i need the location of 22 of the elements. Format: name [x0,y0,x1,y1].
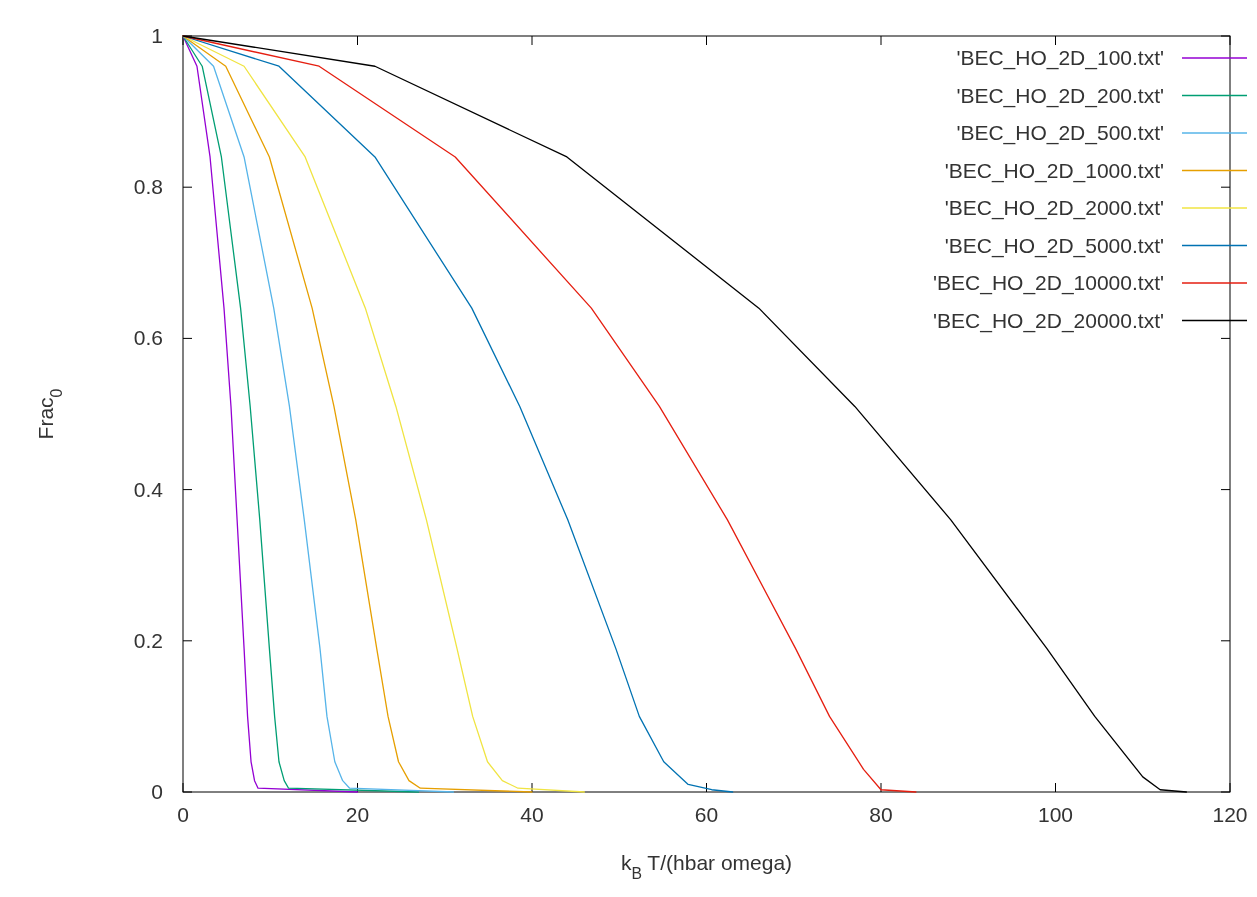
x-tick-label: 0 [177,803,189,826]
legend-label: 'BEC_HO_2D_500.txt' [956,121,1164,145]
x-tick-label: 20 [345,803,370,826]
y-tick-label: 1 [151,24,163,47]
x-tick-label: 80 [869,803,893,826]
y-tick-label: 0.2 [133,628,163,652]
y-tick-label: 0.6 [133,326,163,350]
y-tick-label: 0 [151,780,163,803]
legend-label: 'BEC_HO_2D_5000.txt' [944,233,1164,258]
legend-label: 'BEC_HO_2D_10000.txt' [933,271,1164,295]
x-tick-label: 120 [1212,803,1248,826]
y-tick-label: 0.4 [133,477,164,501]
legend-label: 'BEC_HO_2D_1000.txt' [944,158,1164,183]
x-axis-title: k$_{B}$ T/(hbar omega) [620,851,793,882]
x-tick-label: 40 [520,803,544,826]
legend-label: 'BEC_HO_2D_2000.txt' [944,196,1164,220]
legend-label: 'BEC_HO_2D_100.txt' [956,46,1164,70]
x-tick-label: 60 [694,803,719,826]
legend-label: 'BEC_HO_2D_20000.txt' [933,308,1164,333]
y-tick-label: 0.8 [133,175,163,199]
x-tick-label: 100 [1037,803,1074,826]
legend-label: 'BEC_HO_2D_200.txt' [956,83,1164,108]
